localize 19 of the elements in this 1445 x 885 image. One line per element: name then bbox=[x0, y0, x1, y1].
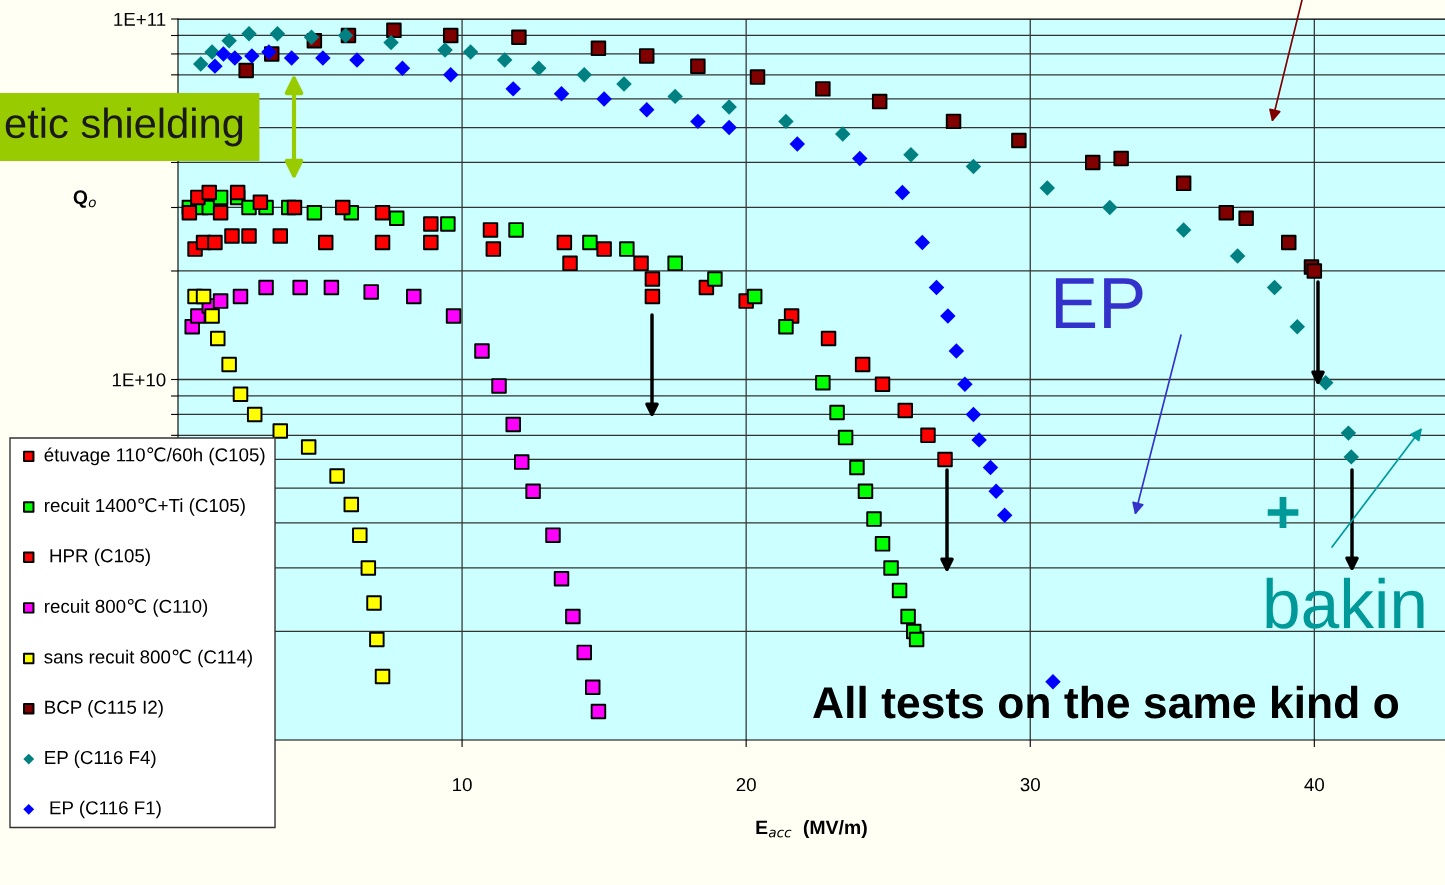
legend-label: étuvage 110℃/60h (C105) bbox=[44, 447, 265, 466]
y-axis-title: Q$_{o}$ bbox=[73, 190, 96, 208]
legend-label: sans recuit 800℃ (C114) bbox=[44, 649, 252, 668]
legend-label: EP (C116 F4) bbox=[45, 750, 156, 768]
x-tick-label: 30 bbox=[1020, 778, 1040, 792]
x-tick-label: 20 bbox=[736, 778, 756, 792]
annotation: etic shielding bbox=[5, 107, 243, 147]
y-tick-label: 1E+11 bbox=[114, 12, 166, 26]
legend-label: BCP (C115 I2) bbox=[45, 700, 163, 718]
x-axis-title: E$_{acc}$ (MV/m) bbox=[756, 819, 867, 839]
x-tick-label: 10 bbox=[453, 778, 472, 792]
legend-label: HPR (C105) bbox=[50, 548, 150, 567]
x-tick-label: 40 bbox=[1304, 778, 1325, 792]
legend-label: EP (C116 F1) bbox=[50, 800, 161, 819]
annotation: EP bbox=[1055, 278, 1143, 328]
annotation: + bbox=[1267, 496, 1299, 528]
legend-label: recuit 800℃ (C110) bbox=[45, 598, 208, 617]
y-tick-label: 1E+10 bbox=[112, 373, 166, 387]
legend-label: recuit 1400℃+Ti (C105) bbox=[45, 497, 245, 516]
